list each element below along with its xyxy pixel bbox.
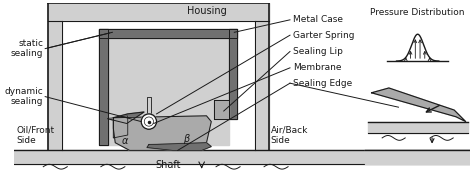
Polygon shape — [255, 4, 269, 150]
Polygon shape — [147, 97, 151, 114]
Text: Sealing Edge: Sealing Edge — [293, 79, 352, 88]
Text: Sealing Lip: Sealing Lip — [293, 47, 343, 56]
Polygon shape — [113, 116, 128, 138]
Polygon shape — [368, 122, 467, 133]
Text: static
sealing: static sealing — [11, 39, 43, 58]
Polygon shape — [108, 119, 228, 145]
Text: Shaft: Shaft — [155, 160, 181, 170]
Text: Housing: Housing — [187, 6, 227, 16]
Text: $\alpha$: $\alpha$ — [121, 136, 129, 146]
Polygon shape — [214, 100, 228, 119]
Polygon shape — [62, 21, 255, 150]
Polygon shape — [110, 40, 227, 117]
Text: dynamic
sealing: dynamic sealing — [5, 87, 43, 106]
Polygon shape — [372, 88, 465, 122]
Polygon shape — [108, 112, 144, 124]
Text: Oil/Front
Side: Oil/Front Side — [17, 125, 55, 145]
Text: Pressure Distribution: Pressure Distribution — [370, 8, 465, 17]
Polygon shape — [228, 29, 237, 119]
Polygon shape — [15, 150, 470, 164]
Text: Garter Spring: Garter Spring — [293, 31, 355, 40]
Polygon shape — [108, 38, 228, 119]
Text: $\beta$: $\beta$ — [183, 132, 191, 146]
Polygon shape — [147, 143, 211, 150]
Polygon shape — [99, 29, 108, 145]
Text: Air/Back
Side: Air/Back Side — [271, 125, 308, 145]
Text: Metal Case: Metal Case — [293, 15, 343, 24]
Polygon shape — [99, 29, 237, 38]
Polygon shape — [113, 116, 211, 150]
Circle shape — [141, 114, 156, 129]
Polygon shape — [48, 4, 62, 150]
Polygon shape — [365, 150, 471, 164]
Text: Membrane: Membrane — [293, 63, 341, 72]
Polygon shape — [48, 4, 269, 21]
Polygon shape — [48, 4, 269, 150]
